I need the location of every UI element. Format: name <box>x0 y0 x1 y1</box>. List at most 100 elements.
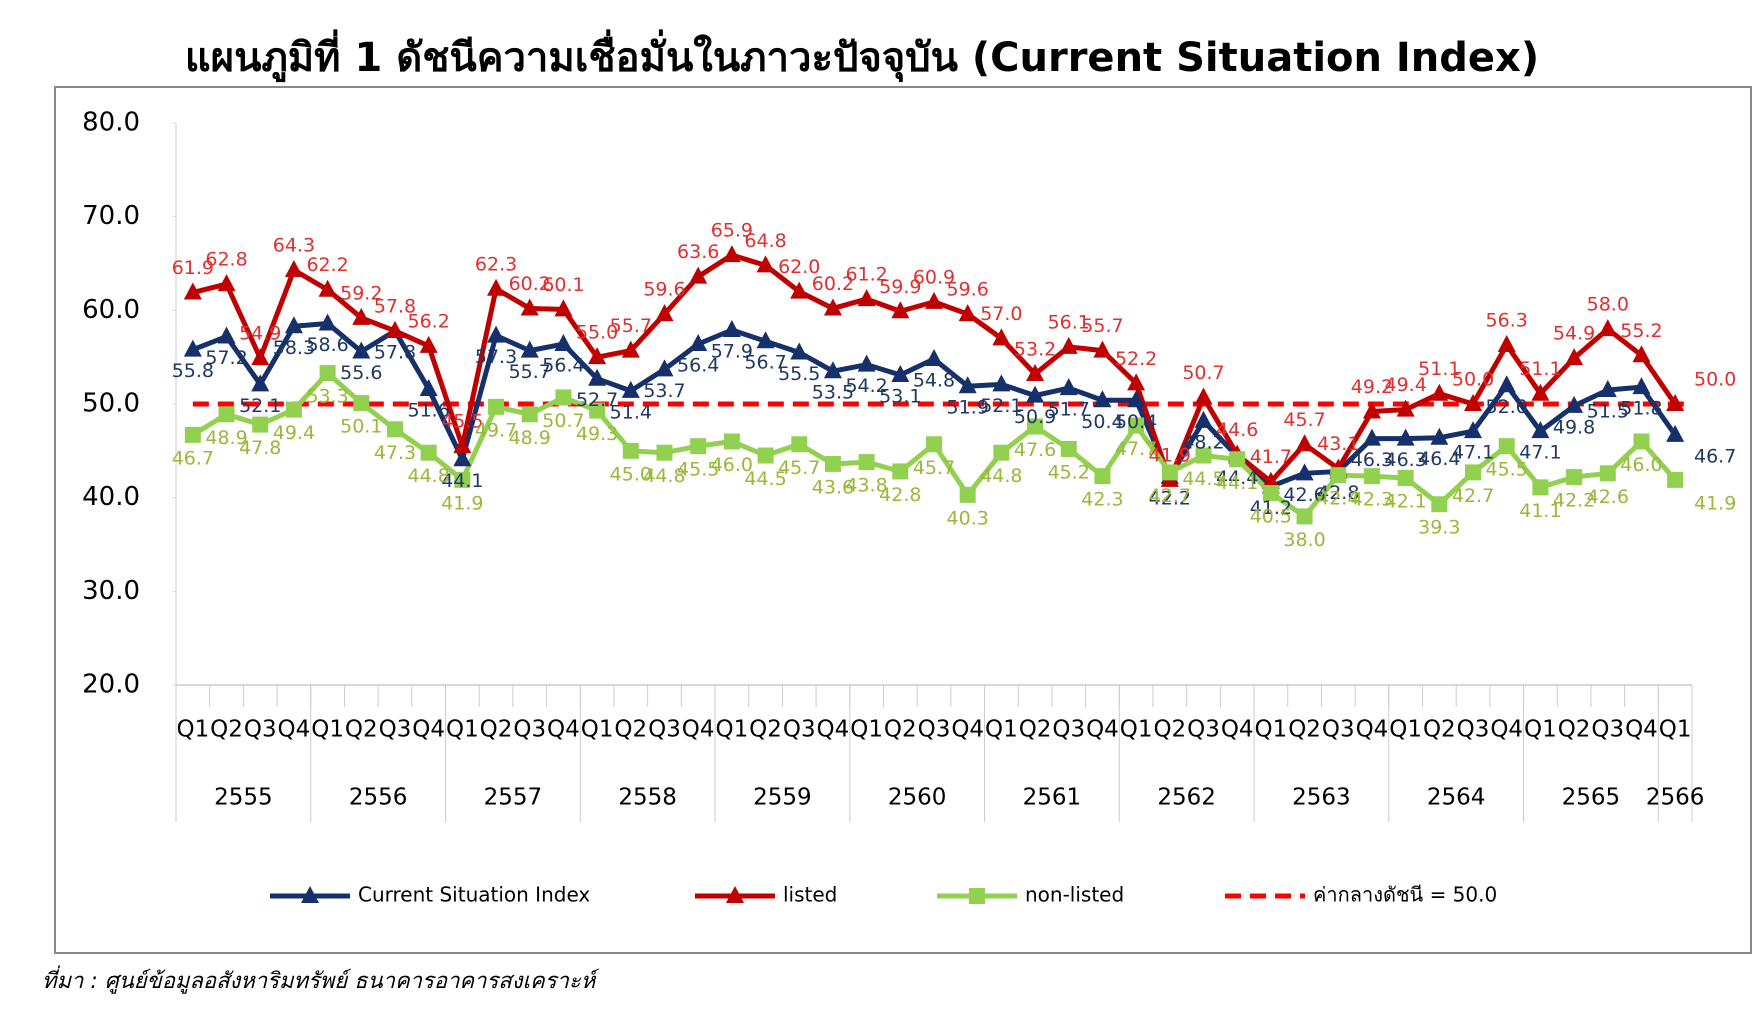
x-tick-label: Q2 <box>480 717 513 743</box>
data-point <box>958 376 977 394</box>
data-label: 55.0 <box>576 322 618 344</box>
data-label: 42.4 <box>1317 488 1359 510</box>
x-tick-label: Q3 <box>1187 717 1220 743</box>
data-point <box>1296 508 1313 525</box>
data-point <box>555 389 572 406</box>
data-label: 42.7 <box>1452 485 1494 507</box>
data-label: 43.1 <box>1317 433 1359 455</box>
data-label: 59.6 <box>947 279 989 301</box>
data-label: 46.7 <box>1694 445 1736 467</box>
data-label: 58.6 <box>306 334 348 356</box>
legend-marker <box>969 888 985 904</box>
data-point <box>1060 440 1077 457</box>
x-tick-label: Q3 <box>513 717 546 743</box>
chart-frame <box>54 86 1752 954</box>
data-point <box>183 282 202 300</box>
data-label: 49.4 <box>273 422 315 444</box>
data-label: 46.0 <box>711 454 753 476</box>
data-label: 48.9 <box>509 427 551 449</box>
data-label: 39.3 <box>1418 517 1460 539</box>
data-label: 49.3 <box>576 423 618 445</box>
x-tick-label: Q1 <box>176 717 209 743</box>
year-label: 2566 <box>1646 785 1705 811</box>
year-label: 2555 <box>214 785 273 811</box>
data-point <box>1195 447 1212 464</box>
data-label: 57.0 <box>980 303 1022 325</box>
data-label: 58.3 <box>273 337 315 359</box>
data-point <box>588 368 607 386</box>
data-label: 56.2 <box>408 310 450 332</box>
x-tick-label: Q2 <box>614 717 647 743</box>
data-point <box>1362 428 1381 446</box>
data-point <box>251 348 270 366</box>
data-label: 60.2 <box>812 273 854 295</box>
data-label: 47.8 <box>239 437 281 459</box>
data-point <box>1026 385 1045 403</box>
data-point <box>992 328 1011 346</box>
data-point <box>386 421 403 438</box>
data-point <box>218 406 235 423</box>
x-tick-label: Q4 <box>1221 717 1254 743</box>
data-label: 65.9 <box>711 220 753 242</box>
data-point <box>621 380 640 398</box>
year-label: 2559 <box>753 785 812 811</box>
data-label: 45.7 <box>778 457 820 479</box>
y-tick-label: 50.0 <box>82 389 140 419</box>
y-tick-label: 30.0 <box>82 576 140 606</box>
year-label: 2561 <box>1023 785 1082 811</box>
x-tick-label: Q1 <box>985 717 1018 743</box>
data-point <box>655 359 674 377</box>
data-label: 57.3 <box>475 346 517 368</box>
data-point <box>1059 336 1078 354</box>
data-point <box>1531 421 1550 439</box>
data-label: 53.5 <box>812 382 854 404</box>
data-point <box>419 379 438 397</box>
data-point <box>183 339 202 357</box>
data-label: 54.9 <box>1553 323 1595 345</box>
data-point <box>385 320 404 338</box>
x-tick-label: Q3 <box>1052 717 1085 743</box>
x-tick-label: Q2 <box>210 717 243 743</box>
data-point <box>1330 467 1347 484</box>
data-point <box>521 406 538 423</box>
data-label: 41.9 <box>1694 492 1736 514</box>
data-label: 45.7 <box>1283 409 1325 431</box>
year-label: 2565 <box>1562 785 1621 811</box>
year-label: 2556 <box>349 785 408 811</box>
data-label: 55.2 <box>1620 320 1662 342</box>
data-point <box>419 335 438 353</box>
data-point <box>1666 424 1685 442</box>
data-label: 44.6 <box>1216 419 1258 441</box>
data-point <box>520 298 539 316</box>
y-tick-label: 20.0 <box>82 670 140 700</box>
data-point <box>1598 319 1617 337</box>
x-tick-label: Q3 <box>918 717 951 743</box>
data-point <box>824 455 841 472</box>
data-point <box>1093 340 1112 358</box>
data-label: 44.1 <box>1216 472 1258 494</box>
data-label: 44.8 <box>408 465 450 487</box>
source-note: ที่มา : ศูนย์ข้อมูลอสังหาริมทรัพย์ ธนาคา… <box>42 965 600 994</box>
data-label: 38.0 <box>1283 529 1325 551</box>
data-label: 64.8 <box>744 230 786 252</box>
data-point <box>655 304 674 322</box>
data-point <box>926 436 942 453</box>
data-label: 55.7 <box>509 361 551 383</box>
data-label: 46.3 <box>1351 449 1393 471</box>
data-label: 50.4 <box>1081 411 1123 433</box>
data-label: 62.2 <box>306 254 348 276</box>
data-label: 44.5 <box>744 468 786 490</box>
data-label: 50.1 <box>340 416 382 438</box>
year-label: 2562 <box>1157 785 1216 811</box>
data-point <box>992 374 1011 392</box>
x-tick-label: Q1 <box>1120 717 1153 743</box>
data-label: 56.4 <box>542 355 584 377</box>
data-point <box>284 260 303 278</box>
data-label: 42.6 <box>1283 484 1325 506</box>
data-point <box>1599 465 1616 482</box>
data-point <box>554 299 573 317</box>
data-label: 41.1 <box>1519 500 1561 522</box>
data-label: 47.7 <box>1115 438 1157 460</box>
x-tick-label: Q4 <box>278 717 311 743</box>
